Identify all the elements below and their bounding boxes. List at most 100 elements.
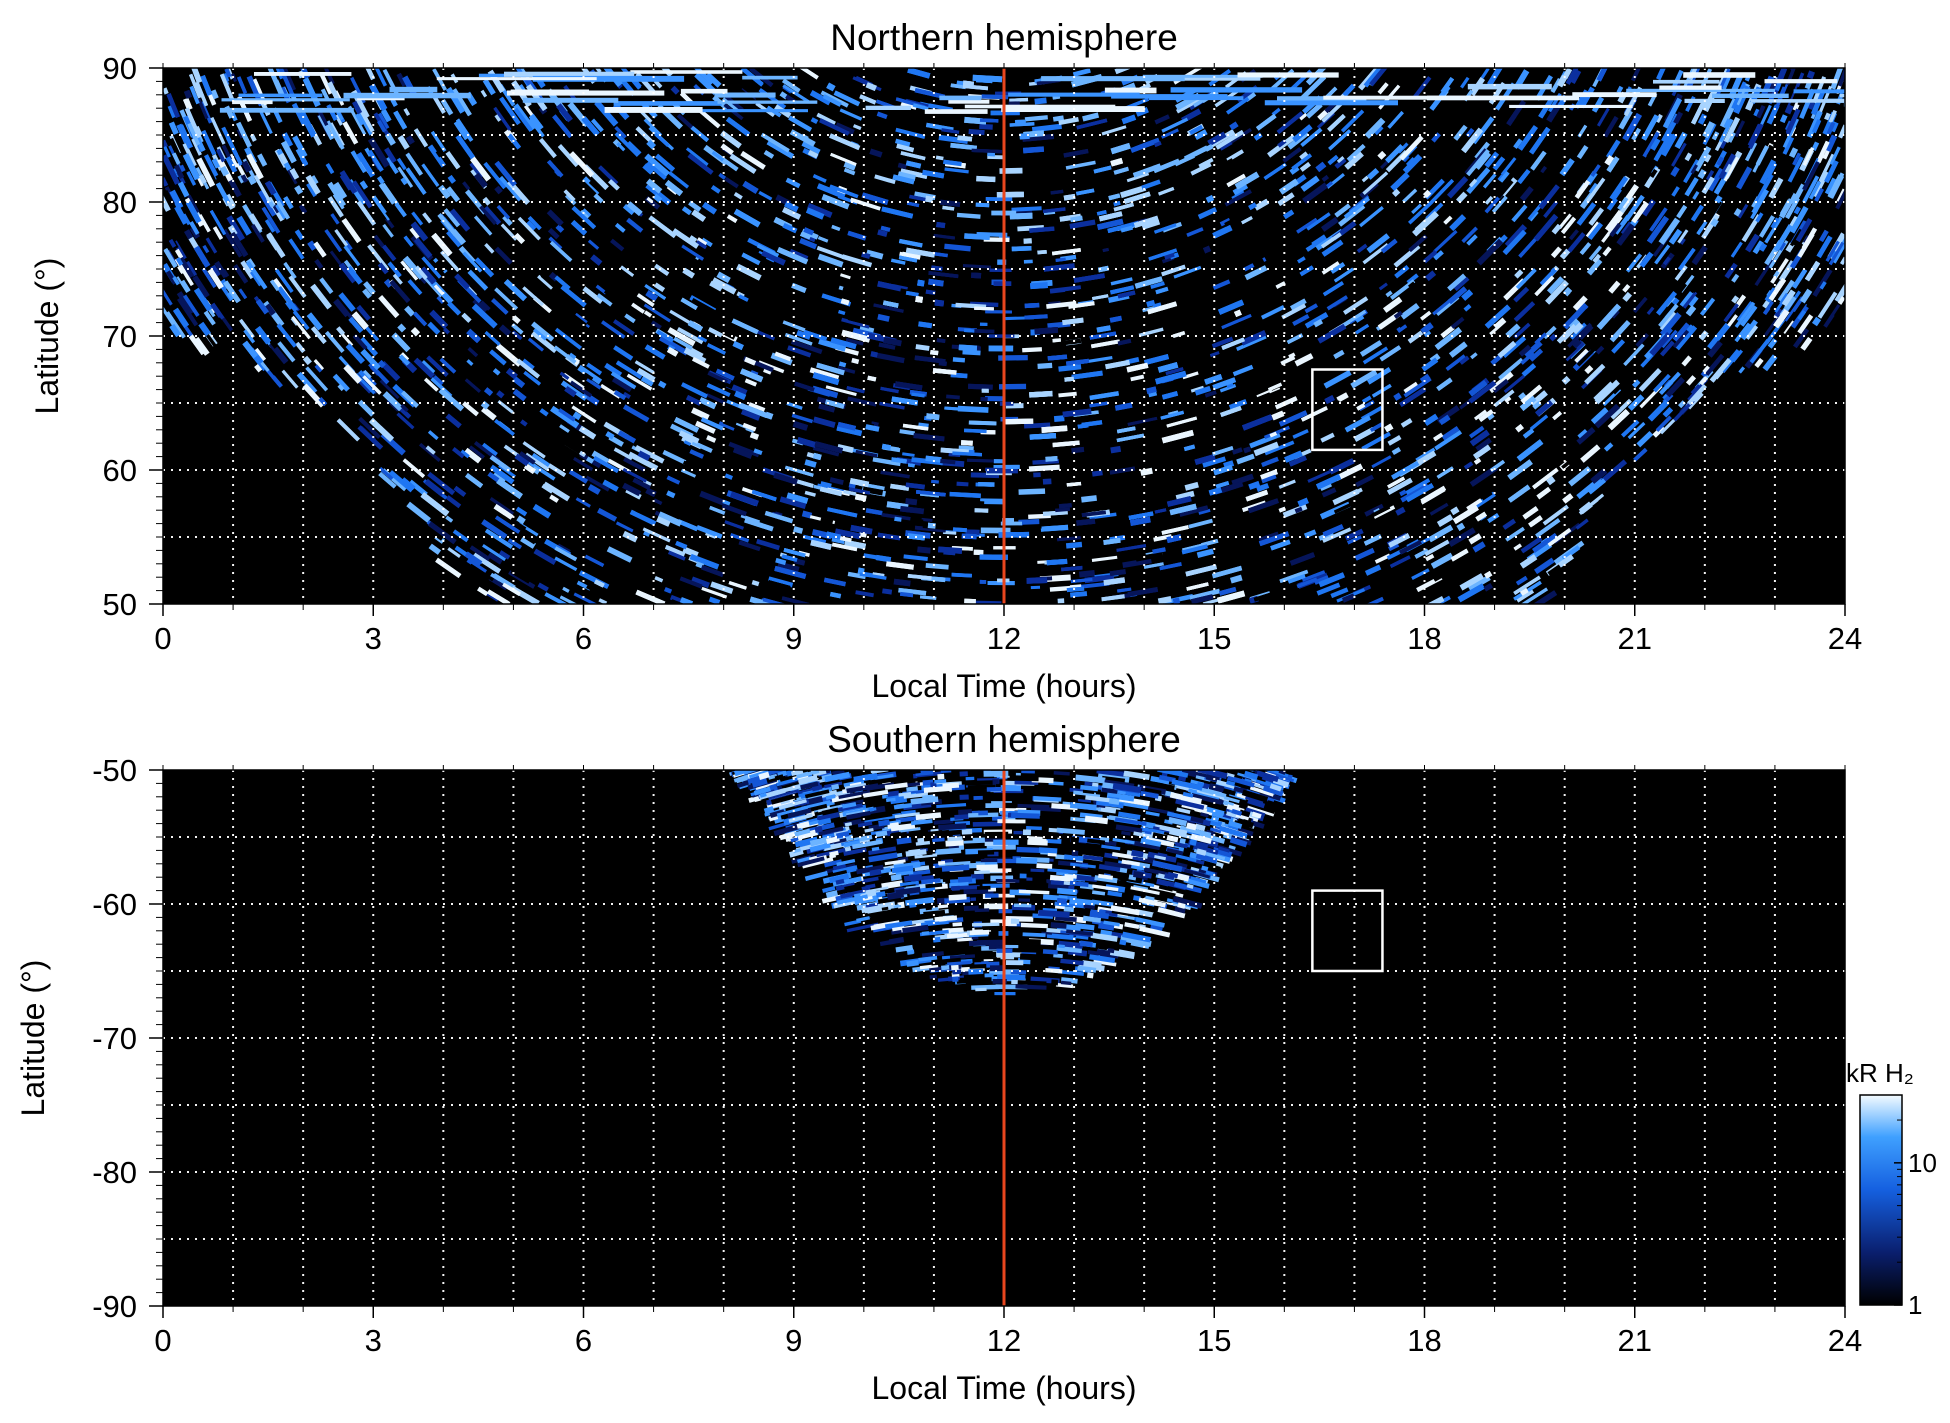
emission-streak: [1487, 317, 1507, 336]
emission-streak: [489, 497, 515, 516]
emission-streak: [1364, 564, 1382, 576]
emission-streak: [1584, 363, 1606, 385]
emission-streak: [1360, 411, 1382, 427]
emission-streak: [379, 379, 400, 400]
emission-streak: [985, 310, 1012, 314]
emission-streak: [342, 121, 359, 145]
emission-streak: [1403, 377, 1432, 398]
emission-streak: [1677, 229, 1689, 244]
emission-streak: [1253, 441, 1280, 457]
emission-streak: [701, 586, 728, 599]
emission-streak: [1622, 291, 1633, 302]
emission-streak: [427, 471, 456, 496]
emission-streak: [708, 596, 721, 604]
emission-streak: [1141, 179, 1161, 190]
emission-streak: [1502, 335, 1527, 358]
emission-streak: [1371, 455, 1392, 469]
emission-streak: [804, 490, 816, 497]
emission-streak: [1330, 261, 1346, 274]
emission-streak: [894, 138, 911, 147]
emission-streak: [902, 452, 915, 457]
emission-streak: [1503, 394, 1512, 403]
emission-streak: [634, 445, 665, 464]
emission-streak: [1169, 588, 1195, 599]
emission-streak: [1468, 425, 1485, 439]
emission-streak: [763, 368, 772, 375]
emission-streak: [363, 281, 376, 295]
emission-streak: [765, 337, 790, 351]
emission-streak: [837, 443, 854, 454]
emission-streak: [701, 168, 712, 178]
emission-streak: [597, 507, 618, 522]
emission-streak: [1307, 470, 1331, 483]
emission-streak: [187, 194, 200, 214]
emission-streak: [658, 335, 689, 356]
emission-streak: [1052, 115, 1064, 122]
emission-streak: [1336, 392, 1349, 403]
emission-streak: [452, 529, 469, 543]
emission-streak: [1109, 466, 1136, 475]
emission-streak: [1733, 85, 1751, 115]
emission-streak: [1330, 587, 1349, 599]
emission-streak: [847, 396, 877, 407]
emission-streak: [978, 482, 995, 487]
emission-streak: [1022, 347, 1042, 353]
emission-streak: [1425, 270, 1437, 282]
emission-streak: [264, 219, 276, 233]
emission-streak: [277, 285, 299, 313]
emission-streak: [1474, 501, 1491, 515]
emission-streak: [336, 326, 346, 336]
emission-streak: [1110, 277, 1133, 286]
emission-streak: [758, 190, 773, 201]
emission-streak: [804, 459, 817, 468]
emission-streak: [494, 114, 502, 122]
emission-streak: [496, 390, 505, 399]
emission-streak: [1072, 68, 1091, 77]
emission-streak: [1540, 323, 1550, 333]
emission-streak: [983, 379, 994, 384]
emission-streak: [1777, 279, 1795, 303]
emission-streak: [163, 87, 169, 95]
emission-streak: [598, 598, 608, 604]
emission-streak: [1575, 518, 1589, 530]
emission-streak: [751, 580, 760, 587]
emission-streak: [1194, 385, 1212, 396]
emission-streak: [1126, 582, 1159, 593]
emission-streak: [903, 554, 928, 562]
emission-streak: [449, 208, 471, 232]
emission-streak: [897, 162, 907, 170]
emission-streak: [993, 281, 1012, 287]
emission-streak: [472, 575, 482, 585]
emission-streak: [796, 329, 812, 340]
emission-streak: [695, 420, 716, 434]
emission-streak: [1288, 352, 1296, 359]
emission-streak: [319, 72, 333, 95]
emission-streak: [1323, 369, 1352, 389]
emission-streak: [790, 339, 823, 355]
emission-streak: [942, 530, 957, 535]
emission-streak: [1289, 165, 1300, 175]
emission-streak: [793, 526, 804, 534]
emission-streak: [319, 277, 334, 295]
emission-streak: [852, 124, 862, 131]
emission-streak: [462, 251, 483, 273]
emission-streak: [874, 174, 896, 185]
emission-streak: [1519, 186, 1534, 202]
emission-streak: [564, 193, 577, 206]
emission-streak: [606, 546, 633, 563]
emission-streak: [535, 516, 549, 527]
emission-streak: [288, 238, 305, 260]
emission-streak: [1790, 183, 1806, 206]
emission-streak: [622, 404, 650, 423]
emission-streak: [338, 262, 357, 284]
emission-streak: [1374, 553, 1391, 564]
emission-streak: [1023, 238, 1032, 244]
emission-streak: [837, 366, 856, 374]
emission-streak: [990, 425, 1000, 432]
emission-streak: [1406, 273, 1419, 285]
emission-streak: [445, 495, 462, 509]
emission-streak: [733, 192, 743, 200]
emission-streak: [1385, 290, 1393, 298]
emission-streak: [299, 156, 309, 167]
